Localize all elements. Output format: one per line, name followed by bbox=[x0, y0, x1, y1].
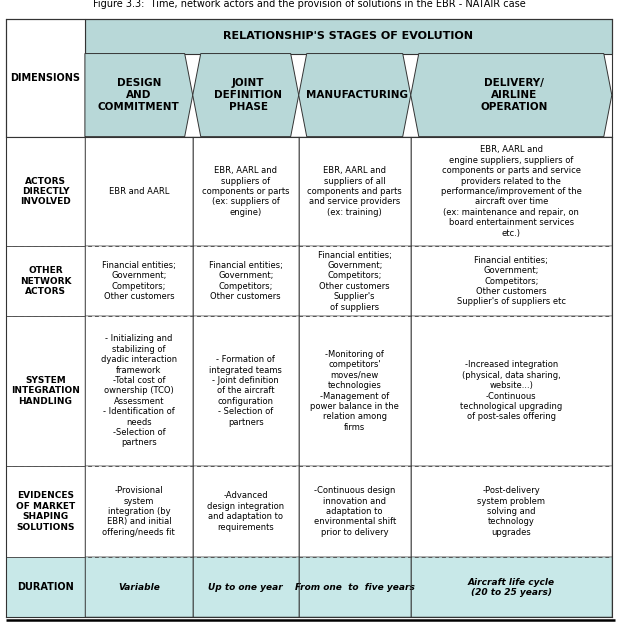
Bar bbox=[85, 466, 193, 557]
Text: Up to one year: Up to one year bbox=[208, 583, 283, 592]
Bar bbox=[193, 316, 298, 466]
Bar bbox=[411, 557, 612, 617]
Bar bbox=[6, 137, 85, 246]
Text: SYSTEM
INTEGRATION
HANDLING: SYSTEM INTEGRATION HANDLING bbox=[11, 376, 80, 406]
Bar bbox=[298, 246, 411, 316]
Text: EBR, AARL and
suppliers of all
components and parts
and service providers
(ex: t: EBR, AARL and suppliers of all component… bbox=[307, 166, 402, 216]
Polygon shape bbox=[193, 54, 298, 137]
Text: Aircraft life cycle
(20 to 25 years): Aircraft life cycle (20 to 25 years) bbox=[468, 577, 555, 597]
Text: -Post-delivery
system problem
solving and
technology
upgrades: -Post-delivery system problem solving an… bbox=[477, 486, 545, 537]
Bar bbox=[411, 246, 612, 316]
Bar bbox=[411, 316, 612, 466]
Text: From one  to  five years: From one to five years bbox=[295, 583, 415, 592]
Bar bbox=[6, 19, 85, 137]
Text: -Monitoring of
competitors'
moves/new
technologies
-Management of
power balance : -Monitoring of competitors' moves/new te… bbox=[310, 350, 399, 432]
Text: RELATIONSHIP'S STAGES OF EVOLUTION: RELATIONSHIP'S STAGES OF EVOLUTION bbox=[223, 31, 473, 41]
Text: -Increased integration
(physical, data sharing,
website...)
-Continuous
technolo: -Increased integration (physical, data s… bbox=[460, 360, 562, 422]
Text: - Initializing and
stabilizing of
dyadic interaction
framework
-Total cost of
ow: - Initializing and stabilizing of dyadic… bbox=[101, 334, 177, 448]
Polygon shape bbox=[298, 54, 411, 137]
Text: -Advanced
design integration
and adaptation to
requirements: -Advanced design integration and adaptat… bbox=[207, 491, 284, 532]
Text: EBR, AARL and
engine suppliers, suppliers of
components or parts and service
pro: EBR, AARL and engine suppliers, supplier… bbox=[441, 146, 582, 237]
Bar bbox=[6, 246, 85, 316]
Bar bbox=[298, 557, 411, 617]
Bar bbox=[6, 557, 85, 617]
Text: -Provisional
system
integration (by
EBR) and initial
offering/needs fit: -Provisional system integration (by EBR)… bbox=[103, 486, 175, 537]
Bar bbox=[6, 466, 85, 557]
Bar bbox=[85, 557, 193, 617]
Text: Financial entities;
Government;
Competitors;
Other customers
Supplier's of suppl: Financial entities; Government; Competit… bbox=[457, 256, 566, 306]
Polygon shape bbox=[85, 54, 193, 137]
Bar bbox=[193, 466, 298, 557]
Text: OTHER
NETWORK
ACTORS: OTHER NETWORK ACTORS bbox=[20, 266, 71, 296]
Text: Financial entities;
Government;
Competitors;
Other customers: Financial entities; Government; Competit… bbox=[209, 261, 282, 301]
Text: DELIVERY/
AIRLINE
OPERATION: DELIVERY/ AIRLINE OPERATION bbox=[480, 78, 548, 111]
Bar bbox=[193, 557, 298, 617]
Polygon shape bbox=[411, 54, 612, 137]
Bar bbox=[411, 137, 612, 246]
Bar bbox=[411, 466, 612, 557]
Text: JOINT
DEFINITION
PHASE: JOINT DEFINITION PHASE bbox=[214, 78, 282, 111]
Text: EBR, AARL and
suppliers of
components or parts
(ex: suppliers of
engine): EBR, AARL and suppliers of components or… bbox=[202, 166, 289, 216]
Bar bbox=[193, 137, 298, 246]
Bar bbox=[85, 137, 193, 246]
Text: DESIGN
AND
COMMITMENT: DESIGN AND COMMITMENT bbox=[98, 78, 180, 111]
Text: Financial entities;
Government;
Competitors;
Other customers
Supplier's
of suppl: Financial entities; Government; Competit… bbox=[318, 251, 392, 311]
Text: ACTORS
DIRECTLY
INVOLVED: ACTORS DIRECTLY INVOLVED bbox=[20, 177, 71, 206]
Text: EBR and AARL: EBR and AARL bbox=[109, 187, 169, 196]
Bar bbox=[85, 316, 193, 466]
Bar bbox=[298, 137, 411, 246]
Text: DIMENSIONS: DIMENSIONS bbox=[11, 73, 80, 83]
Bar bbox=[298, 316, 411, 466]
Bar bbox=[193, 246, 298, 316]
Text: DURATION: DURATION bbox=[17, 582, 74, 592]
Text: - Formation of
integrated teams
- Joint definition
of the aircraft
configuration: - Formation of integrated teams - Joint … bbox=[210, 355, 282, 427]
Text: MANUFACTURING: MANUFACTURING bbox=[306, 90, 408, 100]
Text: Variable: Variable bbox=[118, 583, 159, 592]
Bar bbox=[298, 466, 411, 557]
Bar bbox=[85, 19, 612, 54]
Bar bbox=[6, 316, 85, 466]
Text: EVIDENCES
OF MARKET
SHAPING
SOLUTIONS: EVIDENCES OF MARKET SHAPING SOLUTIONS bbox=[16, 491, 75, 532]
Text: -Continuous design
innovation and
adaptation to
environmental shift
prior to del: -Continuous design innovation and adapta… bbox=[313, 486, 396, 537]
Text: Financial entities;
Government;
Competitors;
Other customers: Financial entities; Government; Competit… bbox=[102, 261, 176, 301]
Bar bbox=[85, 246, 193, 316]
Text: Figure 3.3:  Time, network actors and the provision of solutions in the EBR - NA: Figure 3.3: Time, network actors and the… bbox=[93, 0, 525, 9]
